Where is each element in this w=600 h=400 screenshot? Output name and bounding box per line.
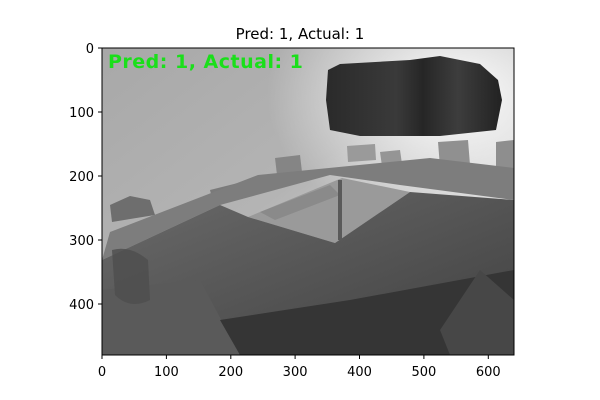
- x-tick-label: 300: [283, 365, 308, 380]
- axes-frame: [101, 47, 515, 356]
- x-tick-label: 100: [154, 365, 179, 380]
- figure-title: Pred: 1, Actual: 1: [235, 25, 365, 43]
- y-axis: 0 100 200 300 400: [69, 42, 102, 313]
- x-tick-label: 0: [98, 365, 106, 380]
- x-tick-label: 500: [411, 365, 436, 380]
- y-tick-label: 300: [69, 234, 94, 249]
- x-tick-label: 400: [347, 365, 372, 380]
- depth-image: [102, 48, 514, 355]
- y-tick-label: 0: [86, 42, 94, 57]
- y-tick-label: 200: [69, 170, 94, 185]
- overlay-text: Pred: 1, Actual: 1: [108, 51, 303, 73]
- y-tick-label: 100: [69, 106, 94, 121]
- x-tick-label: 200: [218, 365, 243, 380]
- x-axis: 0 100 200 300 400 500 600: [98, 355, 501, 380]
- y-tick-label: 400: [69, 298, 94, 313]
- x-tick-label: 600: [476, 365, 501, 380]
